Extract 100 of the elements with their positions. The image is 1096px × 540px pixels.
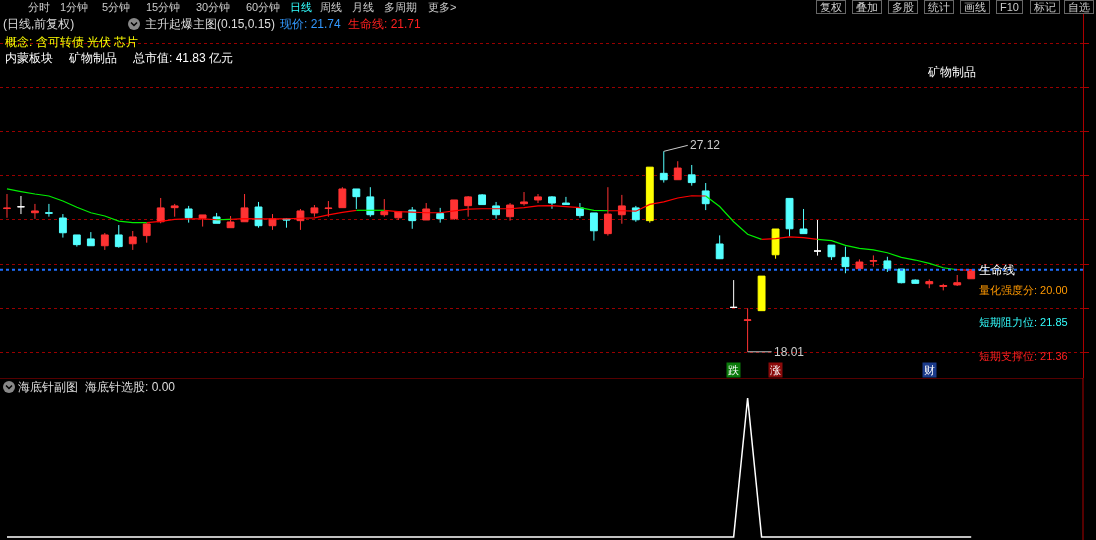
text: F10 bbox=[996, 0, 1023, 14]
candlestick bbox=[184, 205, 193, 224]
chart-title: 海底针副图 bbox=[18, 380, 78, 395]
text: 60分钟 bbox=[246, 0, 281, 14]
candlestick bbox=[645, 166, 654, 224]
candlestick bbox=[226, 215, 235, 229]
text: 画线 bbox=[960, 0, 990, 14]
candlestick bbox=[352, 188, 361, 210]
text: 统计 bbox=[924, 0, 954, 14]
annotation: 生命线: 21.71 bbox=[348, 17, 422, 31]
candlestick bbox=[659, 150, 668, 184]
candlestick bbox=[827, 244, 836, 261]
candlestick bbox=[520, 191, 528, 207]
text: 标记 bbox=[1030, 0, 1060, 14]
candlestick bbox=[562, 196, 570, 206]
candlestick bbox=[687, 164, 696, 187]
candlestick bbox=[548, 195, 556, 210]
candlestick bbox=[911, 278, 920, 285]
candlestick bbox=[156, 197, 165, 224]
candlestick bbox=[324, 200, 333, 218]
text: 多周期 bbox=[384, 0, 417, 14]
candlestick bbox=[617, 194, 626, 225]
text: 15分钟 bbox=[146, 0, 181, 14]
candlestick bbox=[142, 222, 151, 244]
candlestick bbox=[869, 254, 878, 268]
candlestick bbox=[128, 230, 137, 251]
candlestick bbox=[422, 202, 431, 221]
candlestick bbox=[114, 224, 123, 249]
candlestick bbox=[492, 201, 501, 220]
candlestick bbox=[883, 256, 892, 273]
text: 日线 bbox=[290, 0, 312, 14]
candlestick bbox=[925, 278, 934, 289]
candlestick bbox=[715, 234, 724, 260]
annotation: 矿物制品 bbox=[927, 65, 976, 79]
text: 自选 bbox=[1064, 0, 1094, 14]
candlestick bbox=[953, 274, 962, 287]
text: 更多> bbox=[428, 0, 457, 14]
text: 海底针选股: 0.00 bbox=[85, 380, 176, 394]
candlestick bbox=[534, 193, 542, 204]
candlestick bbox=[673, 160, 682, 181]
text: 短期阻力位: 21.85 bbox=[979, 316, 1068, 328]
annotation: 财 bbox=[924, 364, 935, 376]
annotation: 现价: 21.74 bbox=[280, 17, 342, 31]
candlestick bbox=[897, 268, 906, 284]
candlestick bbox=[743, 307, 752, 353]
candlestick bbox=[198, 214, 207, 228]
candlestick bbox=[436, 207, 445, 224]
annotation: 主升起爆主图(0.15,0.15) bbox=[145, 17, 276, 31]
candlestick bbox=[771, 228, 780, 260]
candlestick bbox=[310, 204, 319, 218]
candlestick bbox=[799, 208, 808, 235]
text: 多股 bbox=[888, 0, 918, 14]
candlestick bbox=[841, 246, 850, 274]
candlestick bbox=[44, 203, 53, 218]
candlestick bbox=[506, 202, 514, 222]
series-label: 生命线 bbox=[979, 263, 1015, 277]
candlestick bbox=[813, 219, 822, 257]
candlestick bbox=[464, 195, 473, 218]
candlestick bbox=[855, 258, 864, 270]
candlestick bbox=[240, 193, 249, 223]
candlestick bbox=[338, 186, 347, 209]
candlestick bbox=[939, 283, 948, 291]
candlestick bbox=[170, 203, 179, 218]
text: 1分钟 bbox=[60, 0, 89, 14]
text: 30分钟 bbox=[196, 0, 231, 14]
candlestick bbox=[603, 186, 612, 237]
candlestick bbox=[72, 234, 81, 248]
candlestick bbox=[380, 198, 389, 218]
candlestick bbox=[58, 213, 67, 239]
candlestick bbox=[589, 212, 598, 242]
candlestick bbox=[254, 201, 263, 229]
annotation: 内蒙板块 bbox=[5, 51, 53, 65]
text: 5分钟 bbox=[102, 0, 131, 14]
annotation: 跌 bbox=[728, 364, 739, 376]
text: 周线 bbox=[320, 0, 342, 14]
annotation: 18.01 bbox=[774, 345, 805, 359]
annotation: 概念: 含可转债 光伏 芯片 bbox=[5, 35, 139, 49]
text: 短期支撑位: 21.36 bbox=[979, 350, 1068, 362]
candlestick bbox=[757, 275, 766, 312]
candlestick bbox=[31, 203, 39, 220]
candlestick bbox=[450, 199, 459, 221]
candlestick bbox=[100, 232, 109, 251]
candlestick bbox=[366, 186, 375, 218]
text: 叠加 bbox=[852, 0, 882, 14]
chart-title: (日线,前复权) bbox=[3, 17, 75, 32]
candlestick bbox=[478, 193, 487, 206]
annotation: 总市值: 41.83 亿元 bbox=[132, 51, 234, 65]
annotation: 涨 bbox=[770, 364, 781, 376]
text: 分时 bbox=[28, 0, 50, 14]
annotation: 矿物制品 bbox=[68, 51, 117, 65]
candlestick bbox=[785, 197, 794, 238]
candlestick bbox=[729, 279, 738, 308]
annotation: 27.12 bbox=[690, 138, 721, 152]
candlestick bbox=[576, 202, 584, 219]
text: 复权 bbox=[816, 0, 846, 14]
text: 月线 bbox=[352, 0, 374, 14]
candlestick bbox=[3, 193, 11, 219]
candlestick bbox=[86, 231, 95, 247]
text: 量化强度分: 20.00 bbox=[979, 284, 1068, 296]
candlestick bbox=[296, 208, 305, 231]
